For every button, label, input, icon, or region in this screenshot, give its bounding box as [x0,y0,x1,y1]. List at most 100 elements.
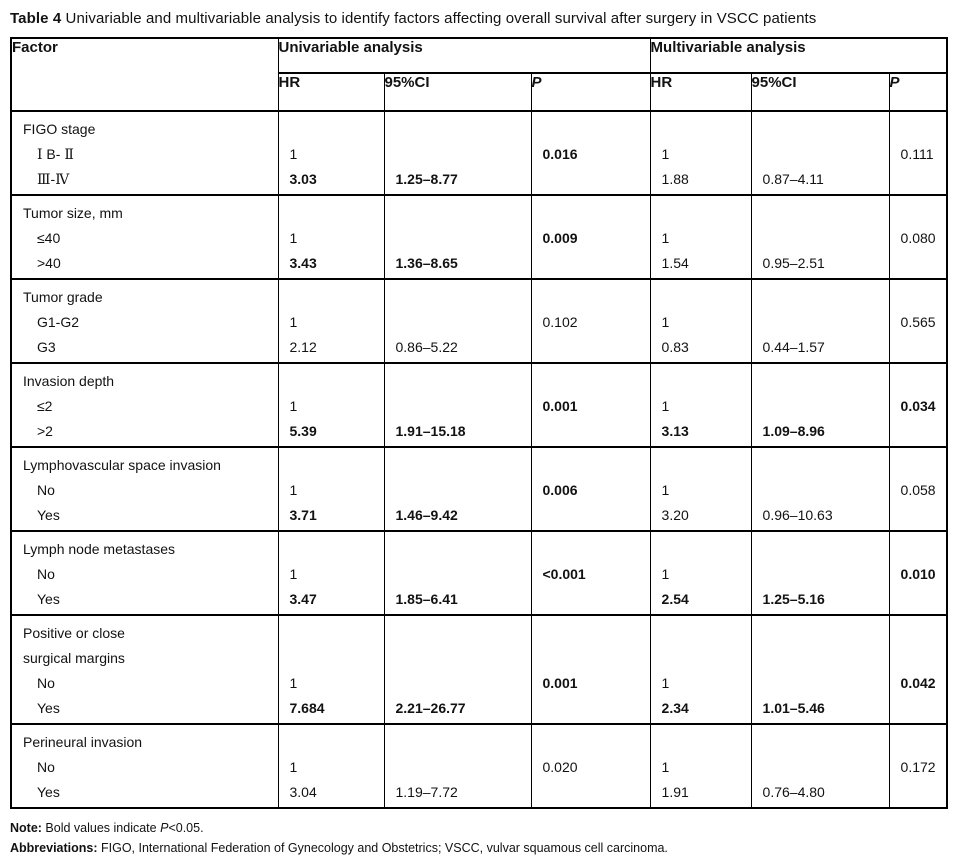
uni-p-value: 0.001 [542,675,578,691]
cell-multi-hr: 1 3.20 [649,446,752,532]
multi-p-value: 0.058 [900,482,936,498]
factor-label: Tumor size, mm [23,205,123,221]
multi-ci-value [752,562,888,587]
cell-line [890,621,946,646]
multi-ci-value: 1.01–5.46 [762,700,825,716]
uni-hr-value: 3.03 [289,171,317,187]
uni-ci-value: 1.46–9.42 [395,507,458,523]
page: Table 4 Univariable and multivariable an… [10,10,949,855]
multi-ci-value [752,671,888,696]
multi-ci-value [752,142,888,167]
table-row: Lymphovascular space invasion No Yes 1 3.71… [10,446,948,532]
cell-line [279,453,383,478]
cell-multi-hr: 1 1.88 [649,110,752,196]
multi-ci-value [752,310,888,335]
uni-ci-value [385,394,530,419]
cell-line [752,453,888,478]
cell-line [890,117,946,142]
multi-ci-value: 0.76–4.80 [762,784,825,800]
multi-ci-value: 0.44–1.57 [762,339,825,355]
uni-p-value: 0.001 [542,398,578,414]
note-text-end: <0.05. [168,821,204,835]
uni-ci-value [385,142,530,167]
factor-category: >40 [37,255,61,271]
cell-uni-p: 0.020 [530,723,651,809]
cell-multi-ci: 0.76–4.80 [750,723,890,809]
cell-line [752,621,888,646]
multi-hr-value: 1 [661,566,670,582]
cell-uni-hr: 1 7.684 [277,614,385,725]
uni-ci-value [385,478,530,503]
cell-uni-ci: 1.36–8.65 [383,194,532,280]
cell-line [385,646,530,671]
factor-category: No [37,675,55,691]
factor-label: Positive or close [23,625,125,641]
cell-line [532,730,649,755]
multi-p-value: 0.080 [900,230,936,246]
cell-multi-p: 0.565 [888,278,948,364]
multi-hr-value: 3.20 [661,507,689,523]
factor-label: Lymphovascular space invasion [23,457,221,473]
cell-line [532,117,649,142]
cell-line [651,730,750,755]
multi-hr-value: 1 [661,230,670,246]
cell-line [532,453,649,478]
uni-hr-value: 5.39 [289,423,317,439]
cell-multi-p: 0.111 [888,110,948,196]
cell-factor: Lymph node metastases No Yes [10,530,279,616]
factor-category: No [37,759,55,775]
cell-line [890,453,946,478]
cell-uni-hr: 1 3.47 [277,530,385,616]
multi-hr-value: 2.34 [661,700,689,716]
uni-ci-value [385,671,530,696]
table-row: Positive or close surgical margins No Yes 1… [10,614,948,725]
multi-p-value: 0.010 [900,566,936,582]
cell-multi-p: 0.080 [888,194,948,280]
uni-ci-value: 1.91–15.18 [395,423,466,439]
factor-category: ≤40 [37,230,61,246]
cell-line [890,251,946,276]
multi-hr-value: 1.54 [661,255,689,271]
uni-hr-value: 2.12 [289,339,317,355]
multi-hr-value: 1.88 [661,171,689,187]
uni-ci-value: 1.25–8.77 [395,171,458,187]
cell-factor: Positive or close surgical margins No Yes [10,614,279,725]
cell-line [532,335,649,360]
uni-hr-value: 1 [289,675,298,691]
cell-line [532,201,649,226]
cell-uni-hr: 1 2.12 [277,278,385,364]
header-uni-ci: 95%CI [383,72,532,112]
uni-hr-value: 1 [289,314,298,330]
cell-line [651,201,750,226]
cell-line [651,285,750,310]
multi-ci-value: 1.09–8.96 [762,423,825,439]
cell-line [279,730,383,755]
table-row: Perineural invasion No Yes 1 3.04 1.19–7.72… [10,723,948,809]
cell-line [532,251,649,276]
multi-ci-value [752,394,888,419]
multi-hr-value: 1 [661,146,670,162]
uni-ci-value [385,310,530,335]
cell-line [532,696,649,721]
uni-hr-value: 7.684 [289,700,325,716]
header-multivariable: Multivariable analysis [649,37,948,74]
uni-ci-value [385,562,530,587]
cell-line [752,646,888,671]
cell-uni-ci: 2.21–26.77 [383,614,532,725]
cell-uni-ci: 1.25–8.77 [383,110,532,196]
cell-line [279,621,383,646]
uni-hr-value: 3.04 [289,784,317,800]
table-body: FIGO stage Ⅰ B- Ⅱ Ⅲ-Ⅳ 1 3.03 1.25–8.77 0.01… [10,110,948,809]
cell-line [532,646,649,671]
cell-line [890,696,946,721]
table-row: FIGO stage Ⅰ B- Ⅱ Ⅲ-Ⅳ 1 3.03 1.25–8.77 0.01… [10,110,948,196]
cell-multi-ci: 0.87–4.11 [750,110,890,196]
cell-line [385,369,530,394]
multi-ci-value [752,478,888,503]
table-caption: Univariable and multivariable analysis t… [61,10,817,27]
uni-hr-value: 1 [289,759,298,775]
multi-ci-value: 0.96–10.63 [762,507,833,523]
abbreviations-label: Abbreviations: [10,841,98,855]
multi-ci-value: 1.25–5.16 [762,591,825,607]
cell-uni-p: 0.009 [530,194,651,280]
